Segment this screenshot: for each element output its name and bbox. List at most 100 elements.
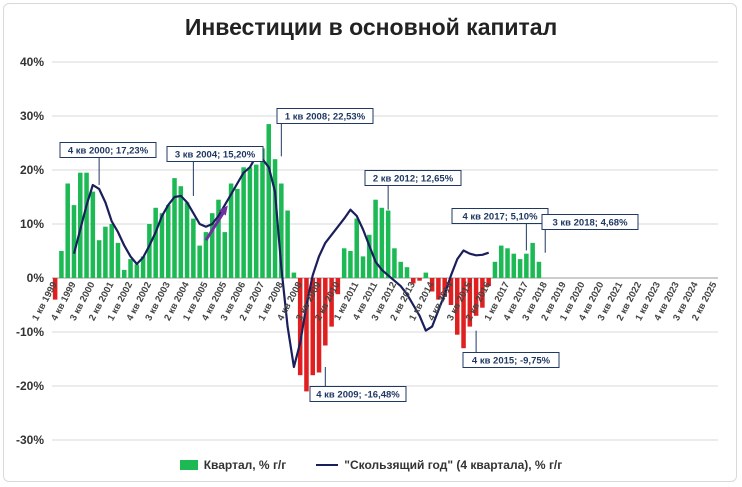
bar <box>373 199 378 278</box>
bar <box>530 242 535 278</box>
annotation-label: 4 кв 2000; 17,23% <box>68 146 149 157</box>
bar <box>480 278 485 308</box>
bar <box>90 191 96 278</box>
chart-title: Инвестиции в основной капитал <box>184 14 558 40</box>
bar <box>235 188 240 278</box>
bar <box>304 278 309 392</box>
bar <box>222 232 228 278</box>
bar <box>178 186 184 278</box>
trend-arrow <box>204 209 227 242</box>
bar <box>316 278 322 373</box>
y-tick-label: 10% <box>20 217 44 231</box>
annotation-box <box>309 386 407 402</box>
bar <box>505 248 510 278</box>
y-tick-label: 30% <box>20 109 44 123</box>
bar <box>247 167 253 278</box>
bar <box>172 178 177 278</box>
bar <box>84 172 89 278</box>
bar <box>241 167 246 278</box>
bar <box>228 183 234 278</box>
legend-label-line: "Скользящий год" (4 квартала), % г/г <box>344 458 563 472</box>
bar <box>536 261 542 278</box>
y-tick-label: 40% <box>20 55 44 69</box>
bar <box>467 278 473 327</box>
bar <box>454 278 460 335</box>
bar <box>367 234 372 278</box>
annotation-label: 1 кв 2008; 22,53% <box>285 112 366 123</box>
bar <box>461 278 466 349</box>
bar <box>486 278 491 287</box>
trend-arrow-head <box>218 205 228 216</box>
bar <box>423 272 429 278</box>
legend-swatch-bars <box>179 460 198 470</box>
annotation-box <box>364 170 462 186</box>
annotation-label: 3 кв 2004; 15,20% <box>175 150 256 161</box>
y-tick-label: -20% <box>16 379 44 393</box>
annotation-box <box>541 214 639 230</box>
rolling-year-line <box>72 155 490 369</box>
bar <box>310 278 316 376</box>
legend-label-bars: Квартал, % г/г <box>203 458 287 472</box>
bar <box>103 226 108 278</box>
annotation-label: 4 кв 2009; -16,48% <box>316 390 400 401</box>
y-tick-label: 20% <box>20 163 44 177</box>
bar <box>165 205 171 278</box>
bar <box>517 259 523 278</box>
y-tick-label: -10% <box>16 325 44 339</box>
bar <box>65 183 70 278</box>
bar <box>134 264 140 278</box>
bar <box>121 269 127 278</box>
bar <box>341 248 347 278</box>
bar <box>448 278 454 305</box>
bar <box>209 213 215 278</box>
chart-legend: Квартал, % г/г "Скользящий год" (4 кварт… <box>0 458 742 472</box>
bar <box>140 256 146 278</box>
bar <box>492 261 498 278</box>
bar <box>379 207 385 278</box>
bar <box>417 278 422 281</box>
bar <box>128 259 133 278</box>
annotation-label: 4 кв 2017; 5,10% <box>462 212 538 223</box>
bar <box>109 224 114 278</box>
bar <box>291 272 297 278</box>
annotation-label: 3 кв 2018; 4,68% <box>552 218 628 229</box>
bar <box>498 245 504 278</box>
bar <box>335 278 341 295</box>
bar <box>411 278 416 284</box>
bar <box>96 240 102 278</box>
bar <box>360 256 366 278</box>
annotation-box <box>276 108 374 124</box>
bar <box>473 278 479 316</box>
bar <box>348 251 353 278</box>
bar <box>285 210 290 278</box>
annotation-box <box>166 146 264 162</box>
bar <box>52 278 58 300</box>
bar <box>216 199 221 278</box>
annotation-label: 4 кв 2015; -9,75% <box>472 356 551 367</box>
bar <box>260 148 265 278</box>
bar <box>272 159 278 278</box>
bar <box>524 253 529 278</box>
annotation-box <box>462 352 560 368</box>
bar <box>385 210 391 278</box>
bar <box>253 164 259 278</box>
bar <box>392 248 397 278</box>
bar <box>404 267 410 278</box>
bar <box>442 278 447 297</box>
bar <box>59 251 64 278</box>
annotation-box <box>59 142 157 158</box>
bar <box>354 218 359 278</box>
bar <box>197 245 202 278</box>
legend-item-bars: Квартал, % г/г <box>179 458 287 472</box>
bar <box>279 183 284 278</box>
bar <box>203 232 209 278</box>
legend-item-line: "Скользящий год" (4 квартала), % г/г <box>316 458 562 472</box>
bar <box>153 207 158 278</box>
bar <box>429 278 435 292</box>
bar <box>323 278 328 346</box>
bar <box>184 202 190 278</box>
bar <box>147 224 152 278</box>
legend-swatch-line <box>316 464 339 466</box>
bar <box>436 278 441 300</box>
